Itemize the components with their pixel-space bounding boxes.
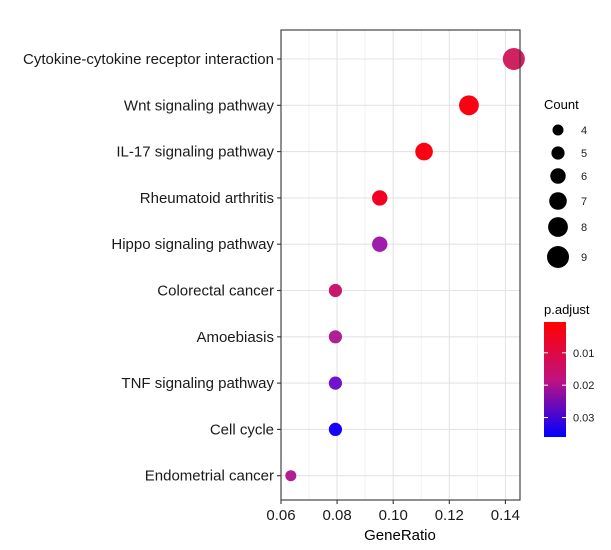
data-point <box>328 283 343 298</box>
data-point <box>328 422 343 436</box>
x-tick-label: 0.06 <box>266 507 295 524</box>
y-tick-label: Hippo signaling pathway <box>111 236 274 253</box>
count-legend-label: 4 <box>581 125 587 137</box>
count-legend-key <box>549 192 567 210</box>
x-axis-title: GeneRatio <box>364 527 436 544</box>
data-point <box>372 236 388 252</box>
p-adjust-legend-title: p.adjust <box>544 302 590 317</box>
y-tick-label: TNF signaling pathway <box>121 375 274 392</box>
y-tick-label: Cell cycle <box>210 421 274 438</box>
panel-border <box>280 29 521 501</box>
y-tick-label: Rheumatoid arthritis <box>140 190 274 207</box>
count-legend-key <box>548 217 568 237</box>
x-axis: 0.06 0.08 0.10 0.12 0.14 <box>266 500 520 524</box>
x-tick-label: 0.08 <box>323 507 352 524</box>
data-point <box>328 330 343 344</box>
count-legend-key <box>547 246 569 268</box>
count-legend-label: 5 <box>581 148 587 160</box>
y-tick-label: Cytokine-cytokine receptor interaction <box>23 51 274 68</box>
p-adjust-legend-label: 0.01 <box>573 348 594 360</box>
count-legend-label: 7 <box>581 196 587 208</box>
y-tick-label: Amoebiasis <box>196 329 274 346</box>
data-point <box>415 142 433 161</box>
major-gridlines <box>280 30 520 500</box>
y-axis: Cytokine-cytokine receptor interaction Wn… <box>23 51 281 485</box>
count-legend-label: 6 <box>581 171 587 183</box>
p-adjust-colorbar <box>544 322 566 437</box>
y-tick-label: Colorectal cancer <box>157 283 274 300</box>
y-tick-label: IL-17 signaling pathway <box>116 144 274 161</box>
count-legend-key <box>551 146 565 160</box>
y-tick-label: Wnt signaling pathway <box>124 97 275 114</box>
x-tick-label: 0.14 <box>491 507 520 524</box>
count-legend-label: 9 <box>581 252 587 264</box>
count-legend-key <box>550 168 566 184</box>
count-legend: Count 4 5 6 7 8 9 <box>544 97 587 268</box>
data-point <box>328 376 343 390</box>
plot-panel <box>280 29 525 501</box>
count-legend-key <box>552 124 564 136</box>
data-point <box>372 190 388 206</box>
data-points <box>285 48 525 482</box>
y-tick-label: Endometrial cancer <box>145 468 274 485</box>
p-adjust-legend-label: 0.02 <box>573 380 594 392</box>
data-point <box>285 470 297 482</box>
x-tick-label: 0.10 <box>379 507 408 524</box>
count-legend-title: Count <box>544 97 579 112</box>
data-point <box>459 95 479 116</box>
p-adjust-legend-label: 0.03 <box>573 413 594 425</box>
count-legend-label: 8 <box>581 222 587 234</box>
p-adjust-legend: p.adjust 0.01 0.02 0.03 <box>544 302 594 437</box>
x-tick-label: 0.12 <box>435 507 464 524</box>
data-point <box>502 48 525 70</box>
